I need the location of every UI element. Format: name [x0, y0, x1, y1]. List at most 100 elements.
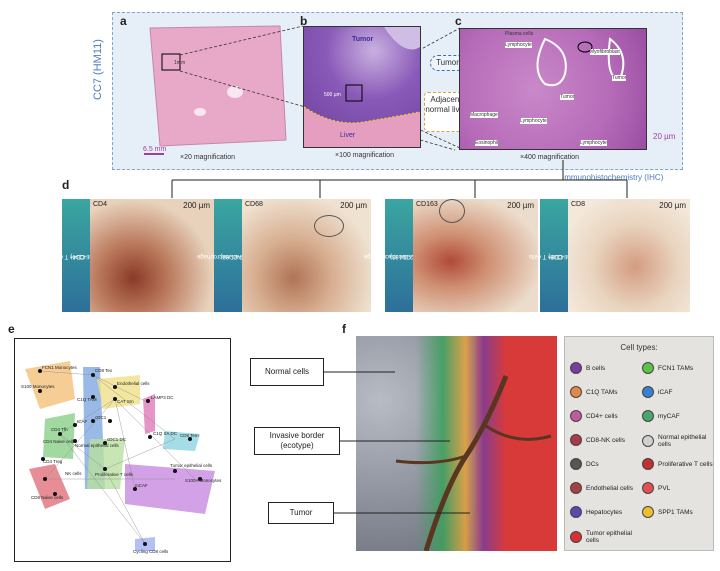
cell-type-icon [642, 435, 654, 447]
legend-item: Normal epithelial cells [642, 434, 714, 448]
legend-item-label: PVL [658, 484, 671, 492]
ihc-label: Immunohistochemistry (IHC) [562, 173, 664, 182]
cell-type-icon [570, 531, 582, 543]
cell-type-icon [570, 482, 582, 494]
legend-item: C1Q TAMs [570, 386, 642, 398]
node-label: Endothelial cells [117, 381, 150, 386]
cell-type-icon [570, 458, 582, 470]
legend-item: FCN1 TAMs [642, 362, 714, 374]
node-label: ICAF [77, 419, 88, 424]
cell-type-icon [570, 410, 582, 422]
cell-type-icon [570, 362, 582, 374]
panel-f-label: f [342, 322, 346, 336]
legend-item-label: iCAF [658, 388, 673, 396]
callout-tumor-f: Tumor [268, 502, 334, 524]
network-graph: FCN1 Monocytes S100 Monocytes CD8 Tex En… [21, 361, 222, 554]
legend-item: Tumor epithelial cells [570, 530, 642, 544]
legend-item-label: Endothelial cells [586, 484, 633, 492]
network-frame: FCN1 Monocytes S100 Monocytes CD8 Tex En… [14, 338, 231, 562]
tumor-border-image [303, 26, 421, 148]
legend-item: CD8-NK cells [570, 434, 642, 446]
ihc-cd4: CD4+ T cells (anti-CD4) CD4 200 µm [51, 199, 214, 312]
cell-macrophage: Macrophage [470, 112, 498, 118]
cell-eosinophil: Eosinophil [475, 140, 499, 146]
legend-item: myCAF [642, 410, 714, 422]
callout-normal-cells: Normal cells [250, 358, 324, 386]
legend-item: Hepatocytes [570, 506, 642, 518]
node-label: cDC1 [95, 415, 107, 420]
cell-type-icon [642, 506, 654, 518]
legend-item-label: CD4+ cells [586, 412, 618, 420]
legend-item-label: B cells [586, 364, 606, 372]
legend-item: B cells [570, 362, 642, 374]
mag-a: ×20 magnification [180, 154, 236, 161]
legend-item: PVL [642, 482, 714, 494]
node-label: CD4 Tfh [51, 427, 68, 432]
node-label: CD8 Tex [95, 368, 113, 373]
panel-e-label: e [8, 322, 15, 336]
ihc-cd68: Pan-macrophage (anti-CD68) CD68 200 µm [197, 199, 371, 312]
node-label: LAMP3 DC [151, 395, 174, 400]
legend-item: DCs [570, 458, 642, 470]
scale-a-label: 6.5 mm [143, 146, 167, 153]
cell-type-icon [642, 362, 654, 374]
legend-item-label: SPP1 TAMs [658, 508, 693, 516]
mag-b: ×100 magnification [335, 152, 394, 159]
slide-inset-scale: 1mm [174, 60, 186, 66]
mag-c: ×400 magnification [520, 154, 579, 161]
node-label: CD4 Naive cells [43, 439, 76, 444]
cell-detail-image [459, 28, 647, 150]
legend-item-label: FCN1 TAMs [658, 364, 694, 372]
cell-type-icon [642, 386, 654, 398]
cell-type-icon [570, 434, 582, 446]
legend-item-label: Hepatocytes [586, 508, 623, 516]
node-label: C1Q SA DC [153, 431, 178, 436]
cell-plasma: Plasma cells [505, 31, 534, 37]
node-label: CD8 Tem [180, 433, 199, 438]
legend-item: iCAF [642, 386, 714, 398]
legend-item: Endothelial cells [570, 482, 642, 494]
node-label: Cycling CD8 cells [133, 549, 169, 554]
legend-item-label: Proliferative T cells [658, 460, 713, 468]
node-label: NK cells [65, 471, 82, 476]
panel-b-label: b [300, 14, 308, 28]
c-scale: 20 µm [653, 132, 676, 141]
panel-c-label: c [455, 14, 462, 28]
cell-type-icon [642, 458, 654, 470]
cell-type-icon [642, 482, 654, 494]
legend-item-label: Tumor epithelial cells [586, 530, 633, 544]
cell-lymphocyte-1: Lymphocyte [505, 42, 532, 48]
scale-bar-a [144, 153, 164, 155]
ihc-cd8: CD8+ T cells (anti-CD8) CD8 200 µm [529, 199, 690, 312]
legend-title: Cell types: [620, 343, 658, 352]
ihc-cd163: M2-like macrophage (anti-CD163) CD163 200 … [364, 199, 538, 312]
panel-a-label: a [120, 14, 127, 28]
node-label: Proliferative T cells [95, 472, 134, 477]
node-label: CD8 Naive cells [31, 495, 64, 500]
legend-item-label: Normal epithelial cells [658, 434, 707, 448]
b-tumor-label: Tumor [352, 36, 374, 43]
b-liver-label: Liver [340, 132, 356, 139]
ihc-cd68-side: Pan-macrophage (anti-CD68) [197, 199, 252, 312]
cell-type-legend: Cell types: [564, 336, 714, 551]
b-inset-scale: 500 µm [324, 92, 341, 98]
cell-myofibroblast: Myofibroblast [590, 49, 620, 55]
node-label: S100 Monocytes [21, 384, 55, 389]
node-label: FCN1 Monocytes [42, 365, 78, 370]
cell-lymphocyte-2: Lymphocyte [520, 118, 547, 124]
ihc-cd163-side: M2-like macrophage (anti-CD163) [364, 199, 424, 312]
legend-item: SPP1 TAMs [642, 506, 714, 518]
cell-lymphocyte-3: Lymphocyte [580, 140, 607, 146]
legend-item-label: DCs [586, 460, 599, 468]
callout-invasive-border: Invasive border (ecotype) [254, 427, 340, 455]
node-label: mCAF [135, 483, 148, 488]
cell-tumor-2: Tumor [560, 94, 575, 100]
node-label: CD4 Treg [43, 459, 63, 464]
node-label: S100A Monocytes [185, 478, 222, 483]
cell-type-icon [570, 386, 582, 398]
ihc-cd4-side: CD4+ T cells (anti-CD4) [51, 199, 98, 312]
cell-type-icon [642, 410, 654, 422]
panel-d-label: d [62, 178, 70, 192]
node-label: Tumor epithelial cells [170, 463, 213, 468]
